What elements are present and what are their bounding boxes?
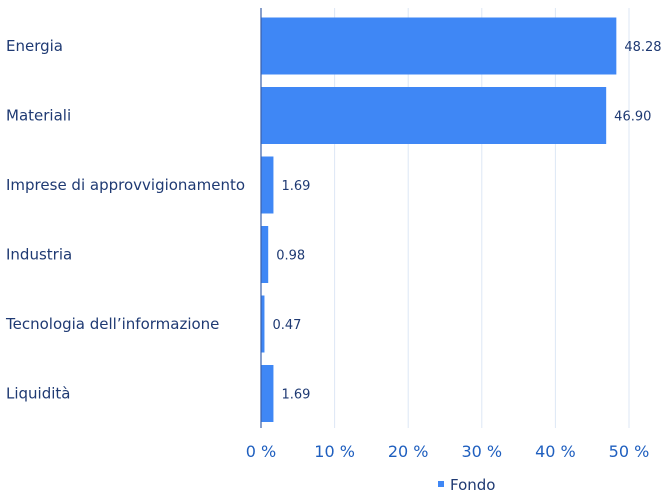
legend-swatch (438, 481, 444, 487)
gridlines (334, 8, 630, 428)
value-label: 1.69 (281, 388, 310, 403)
bars (261, 17, 617, 422)
x-tick-label: 20 % (388, 442, 429, 461)
x-tick-label: 40 % (535, 442, 576, 461)
bar (261, 365, 274, 422)
value-label: 48.28 (624, 40, 661, 55)
bar (261, 17, 617, 75)
category-label: Materiali (6, 107, 71, 125)
category-label: Imprese di approvvigionamento (6, 176, 245, 194)
legend-label: Fondo (450, 476, 495, 494)
bar (261, 87, 607, 144)
value-label: 0.47 (272, 318, 301, 333)
value-label: 0.98 (276, 249, 305, 264)
x-tick-label: 0 % (246, 442, 276, 461)
category-label: Energia (6, 37, 63, 55)
category-label: Liquidità (6, 385, 70, 403)
bar (261, 226, 269, 283)
x-tick-label: 30 % (461, 442, 502, 461)
category-label: Tecnologia dell’informazione (5, 315, 219, 333)
x-tick-label: 50 % (609, 442, 650, 461)
bar (261, 156, 274, 214)
legend: Fondo (438, 476, 495, 494)
value-label: 46.90 (614, 110, 651, 125)
value-label: 1.69 (281, 179, 310, 194)
bar (261, 295, 265, 353)
value-labels: 48.28 46.90 1.69 0.98 0.47 1.69 (272, 40, 661, 403)
category-labels: Energia Materiali Imprese di approvvigiona… (5, 37, 245, 403)
x-axis-ticks: 0 % 10 % 20 % 30 % 40 % 50 % (246, 442, 650, 461)
x-tick-label: 10 % (314, 442, 355, 461)
category-label: Industria (6, 246, 72, 264)
